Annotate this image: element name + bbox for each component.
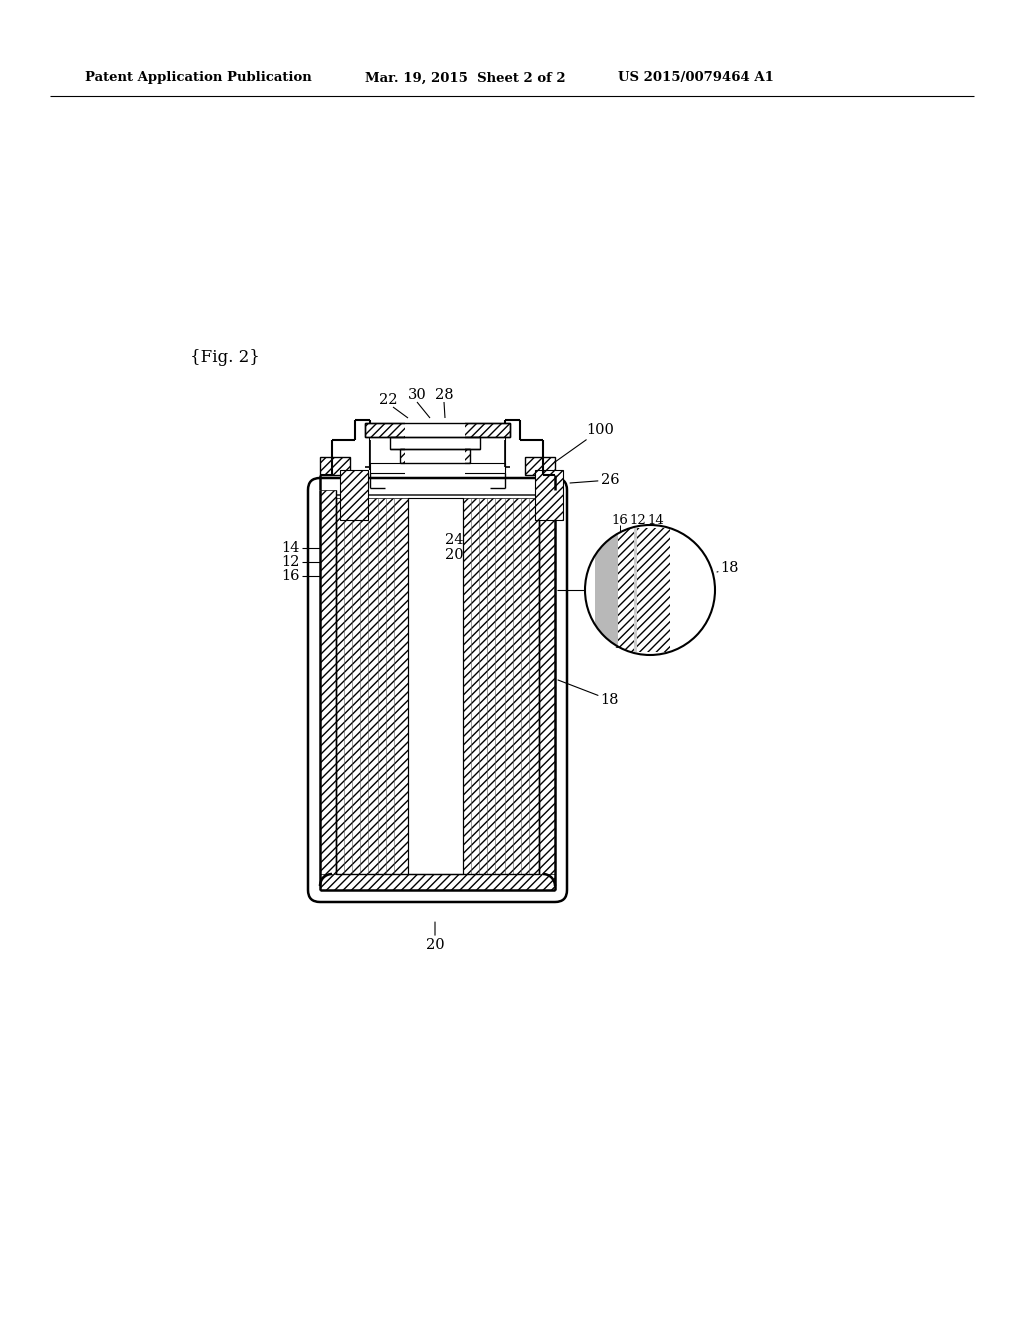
Circle shape: [585, 525, 715, 655]
Text: 12: 12: [282, 554, 300, 569]
Bar: [365, 422, 510, 437]
Bar: [595, 528, 617, 652]
Bar: [319, 874, 555, 890]
Text: 20: 20: [426, 921, 444, 952]
Bar: [408, 498, 463, 874]
Bar: [336, 498, 408, 874]
Text: 16: 16: [282, 569, 300, 583]
Text: 20: 20: [445, 548, 464, 562]
Text: 14: 14: [282, 541, 300, 554]
Bar: [370, 463, 505, 473]
Text: 18: 18: [717, 561, 739, 576]
Text: Mar. 19, 2015  Sheet 2 of 2: Mar. 19, 2015 Sheet 2 of 2: [365, 71, 565, 84]
Text: 12: 12: [632, 642, 648, 655]
Text: 26: 26: [570, 473, 620, 487]
Bar: [463, 498, 539, 874]
Bar: [390, 437, 480, 449]
Text: {Fig. 2}: {Fig. 2}: [190, 350, 260, 367]
Bar: [336, 498, 539, 874]
Bar: [505, 414, 555, 475]
Bar: [525, 457, 555, 475]
Text: 28: 28: [434, 388, 454, 403]
Bar: [370, 422, 505, 473]
Text: 18: 18: [558, 680, 620, 708]
Bar: [406, 421, 465, 475]
Bar: [539, 490, 555, 890]
Text: 100: 100: [555, 422, 614, 462]
Text: 14: 14: [613, 639, 631, 652]
Text: US 2015/0079464 A1: US 2015/0079464 A1: [618, 71, 774, 84]
Bar: [634, 528, 637, 652]
Bar: [319, 414, 370, 475]
Bar: [319, 490, 336, 890]
Text: Patent Application Publication: Patent Application Publication: [85, 71, 311, 84]
Text: 22: 22: [379, 393, 397, 407]
Text: 24: 24: [445, 533, 464, 546]
FancyBboxPatch shape: [333, 495, 542, 884]
Bar: [535, 470, 563, 520]
Bar: [637, 528, 670, 652]
Bar: [617, 528, 634, 652]
Bar: [400, 449, 470, 463]
Text: 14: 14: [647, 513, 665, 527]
Text: 16: 16: [611, 513, 629, 527]
Text: 12: 12: [630, 513, 646, 527]
Bar: [340, 470, 368, 520]
FancyBboxPatch shape: [308, 478, 567, 902]
Bar: [319, 457, 350, 475]
Text: 30: 30: [408, 388, 426, 403]
